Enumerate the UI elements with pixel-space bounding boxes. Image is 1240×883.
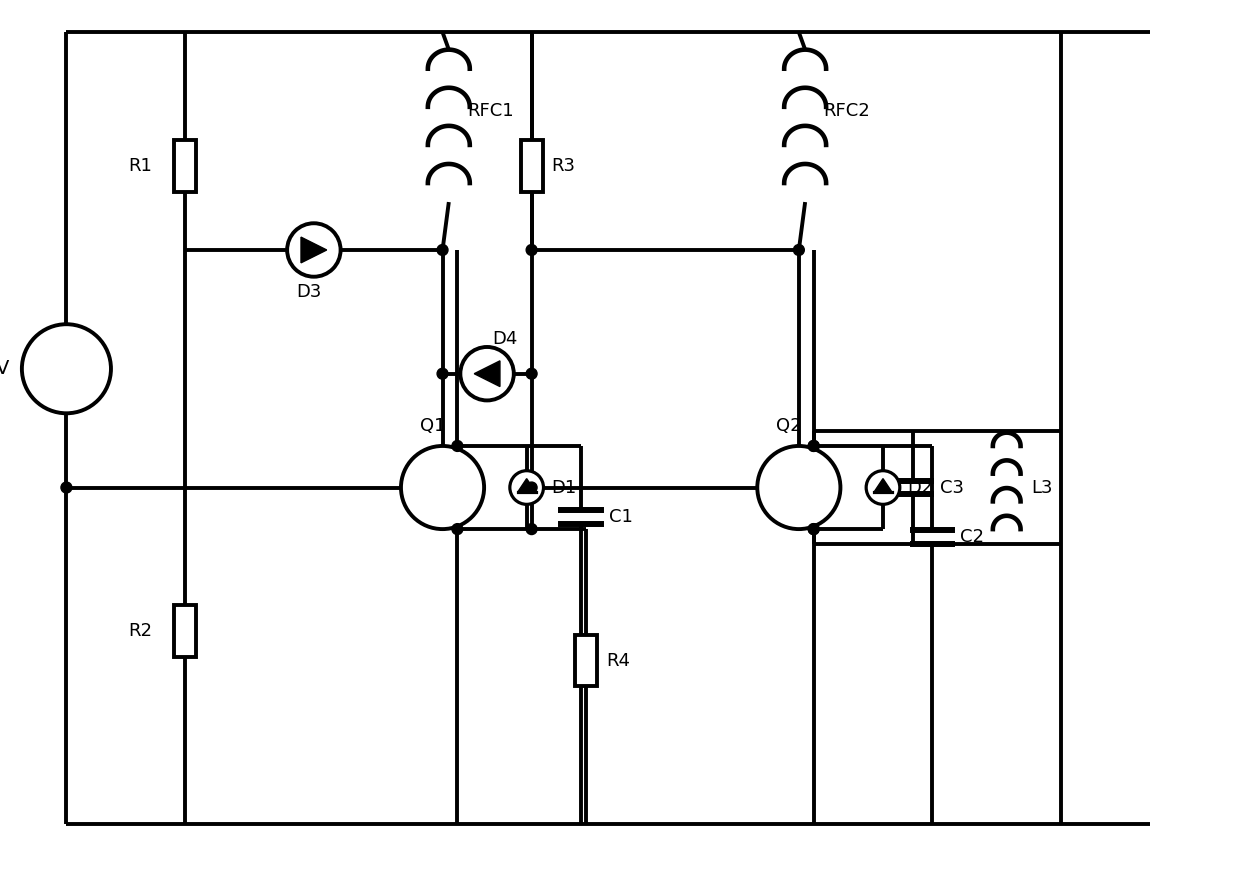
Circle shape [526,368,537,379]
Text: D1: D1 [552,479,577,496]
Circle shape [61,482,72,493]
Text: Q2: Q2 [776,417,802,435]
Circle shape [808,441,820,451]
Circle shape [808,524,820,534]
Text: RFC1: RFC1 [467,102,513,120]
Bar [575,635,596,686]
Text: R1: R1 [129,157,153,175]
Circle shape [451,441,463,451]
Circle shape [794,245,805,255]
Polygon shape [474,361,500,387]
Circle shape [867,471,900,504]
Text: C2: C2 [960,528,985,546]
Circle shape [758,446,841,529]
Polygon shape [518,479,536,492]
Text: Q1: Q1 [420,417,445,435]
Text: +: + [58,343,74,361]
Circle shape [22,324,110,413]
Bar [521,140,543,192]
Circle shape [526,482,537,493]
Bar [175,140,196,192]
Polygon shape [301,238,326,263]
Text: R2: R2 [129,622,153,640]
Text: D4: D4 [492,330,517,348]
Text: R3: R3 [552,157,575,175]
Text: R4: R4 [606,652,630,669]
Circle shape [526,245,537,255]
Polygon shape [874,479,892,492]
Circle shape [436,368,448,379]
Circle shape [436,245,448,255]
Bar [175,606,196,657]
Text: RFC2: RFC2 [823,102,870,120]
Text: V: V [0,359,9,378]
Circle shape [526,524,537,534]
Circle shape [460,347,513,400]
Text: −: − [58,376,74,395]
Circle shape [808,524,820,534]
Circle shape [510,471,543,504]
Text: D3: D3 [296,283,321,300]
Text: L3: L3 [1032,479,1053,496]
Text: C3: C3 [940,479,965,496]
Circle shape [288,223,341,276]
Text: C1: C1 [609,509,632,526]
Circle shape [401,446,484,529]
Circle shape [451,524,463,534]
Text: D2: D2 [908,479,934,496]
Circle shape [808,441,820,451]
